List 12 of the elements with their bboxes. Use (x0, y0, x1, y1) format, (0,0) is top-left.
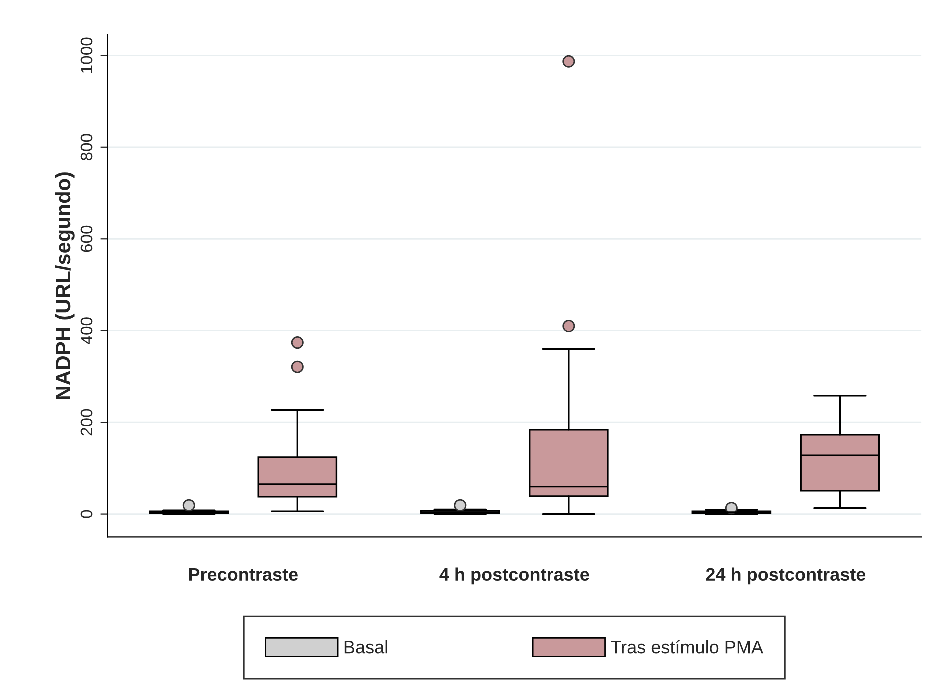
y-tick-label: 400 (80, 318, 93, 344)
y-tick-label: 800 (80, 134, 93, 161)
y-tick-label: 0 (80, 510, 93, 518)
legend-label: Basal (344, 640, 388, 654)
y-axis-title: NADPH (URL/segundo) (55, 172, 75, 400)
y-tick-label: 1000 (80, 38, 93, 73)
legend-label: Tras estímulo PMA (611, 640, 764, 654)
x-tick-label: Precontraste (189, 568, 298, 582)
x-tick-label: 24 h postcontraste (706, 568, 866, 585)
x-tick-label: 4 h postcontraste (440, 568, 590, 585)
y-tick-label: 200 (80, 409, 93, 436)
y-tick-label: 600 (80, 226, 93, 252)
